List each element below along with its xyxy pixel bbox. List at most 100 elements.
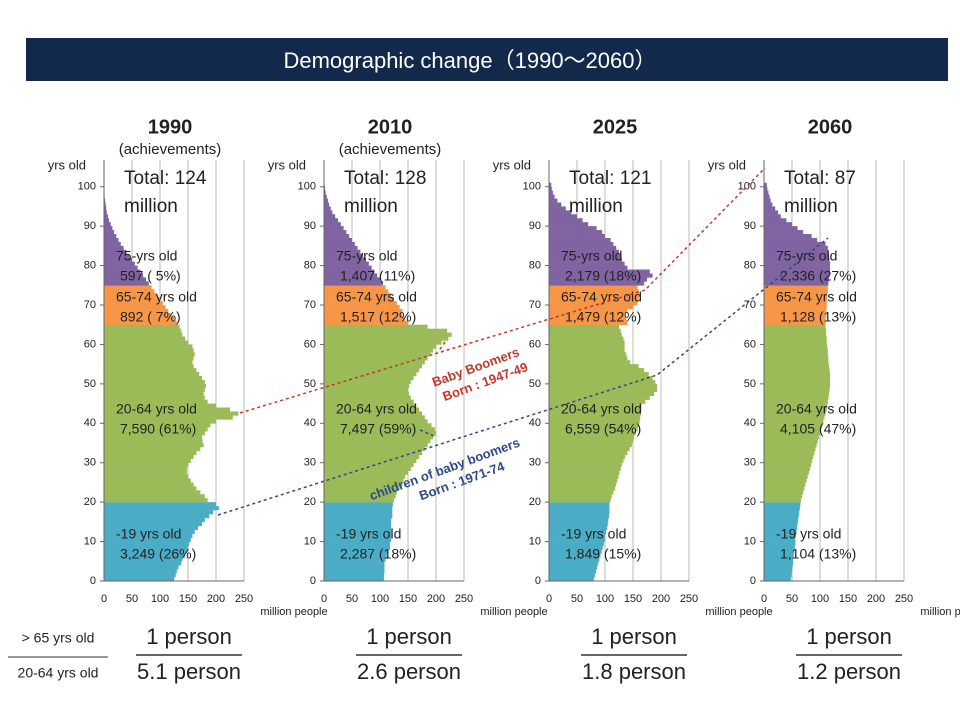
age-bar [104,234,117,239]
chart-title: 2010 [368,116,413,138]
age-bar [324,332,452,337]
age-bar [764,198,771,203]
age-bar [549,494,612,499]
age-bar [764,360,829,365]
age-bar [764,513,799,519]
age-bar [104,557,183,562]
age-bar [104,281,149,286]
age-bar [764,411,826,416]
y-tick-label: 0 [310,575,316,587]
group-name: -19 yrs old [116,526,181,542]
age-bar [549,324,619,329]
age-bar [764,320,826,326]
y-tick-label: 80 [84,259,96,271]
age-bar [764,549,795,554]
x-axis-label: million people [705,606,772,618]
boomer-annotation: Baby Boomers Born : 1947-49 [430,344,530,404]
age-bar [104,561,182,566]
age-bar [104,529,195,534]
ratio-top: 1 person [366,624,452,649]
age-bar [104,245,124,251]
age-bar [324,533,392,538]
age-bar [764,454,814,460]
age-bar [549,478,618,483]
x-tick-label: 0 [101,593,107,605]
page-title: Demographic change（1990～2060） [283,48,656,73]
age-bar [324,198,328,203]
age-bar [549,395,650,400]
age-bar [324,352,431,357]
age-bar [324,375,414,381]
age-bar [324,222,341,227]
x-tick-label: 250 [235,593,253,605]
age-bar [104,237,119,243]
age-bar [324,403,417,408]
x-tick-label: 100 [151,593,169,605]
age-bar [549,297,639,302]
age-bar [104,257,132,262]
age-bar [549,261,625,266]
age-bar [764,553,794,558]
age-bar [324,577,384,582]
group-total: 1,479 (12%) [565,309,641,325]
age-bar [549,474,619,479]
age-bar [104,443,204,448]
x-tick-label: 50 [126,593,138,605]
group-name: 75-yrs old [561,248,622,264]
age-bar [324,364,422,369]
group-total: 2,179 (18%) [565,268,641,284]
y-tick-label: 100 [738,181,756,193]
age-bar [549,234,605,239]
y-tick-label: 80 [529,259,541,271]
age-bar [549,316,627,322]
age-bar [324,561,385,566]
age-bar [324,383,410,389]
age-bar [104,439,203,444]
age-bar [764,226,798,231]
age-bar [324,439,431,444]
age-bar [104,517,205,523]
age-bar [324,328,448,333]
age-bar [549,466,621,471]
age-bar [549,265,628,270]
children-pointer [419,429,435,437]
age-bar [324,234,350,239]
y-tick-label: 20 [744,496,756,508]
y-tick-label: 40 [84,417,96,429]
age-bar [549,427,638,432]
age-bar [104,383,206,389]
ratio-bottom: 1.2 person [797,659,901,684]
age-bar [324,462,414,467]
age-bar [104,277,146,282]
age-bar [549,541,604,546]
age-bar [764,289,828,294]
total-label: million [569,196,623,217]
age-bar [549,328,621,333]
age-bar [324,265,372,270]
x-tick-label: 50 [786,593,798,605]
age-bar [104,450,197,456]
y-tick-label: 40 [304,417,316,429]
age-bar [764,285,828,290]
age-bar [549,387,658,393]
y-tick-label: 50 [304,378,316,390]
age-bar [104,411,239,416]
total-label: million [784,196,838,217]
age-bar [324,419,428,424]
group-name: 20-64 yrs old [776,401,857,417]
age-bar [104,454,194,460]
x-tick-label: 150 [839,593,857,605]
group-name: 75-yrs old [776,248,837,264]
age-bar [104,391,204,396]
age-bar [764,399,828,404]
age-bar [324,474,406,479]
x-axis-label: million people [260,606,327,618]
age-bar [764,269,831,274]
total-label: Total: 121 [569,168,651,189]
y-tick-label: 70 [744,299,756,311]
y-axis-label: yrs old [493,157,531,172]
age-bar [764,419,824,424]
age-bar [549,285,638,290]
age-bar [104,482,194,487]
age-bar [549,569,597,574]
